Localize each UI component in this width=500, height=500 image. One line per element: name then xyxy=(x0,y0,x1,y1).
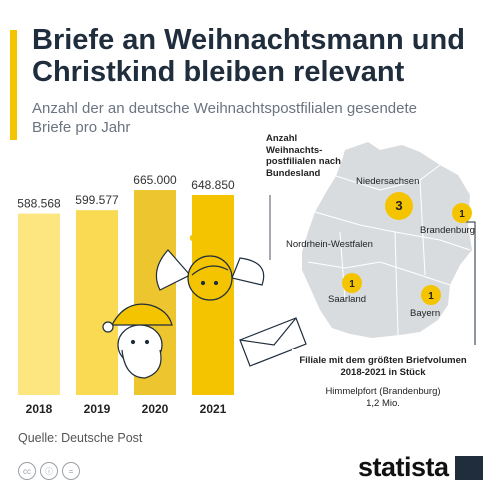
map-marker-saarland xyxy=(421,285,441,305)
map-label-brandenburg: Brandenburg xyxy=(420,225,475,236)
equals-icon: = xyxy=(62,462,80,480)
state-border xyxy=(335,164,441,191)
map-count-nordrhein-westfalen: 1 xyxy=(349,279,355,290)
envelope-icon xyxy=(239,317,307,367)
santa-illustration xyxy=(102,303,173,379)
info-box-volume: 1,2 Mio. xyxy=(366,398,400,409)
map-count-brandenburg: 1 xyxy=(459,209,465,220)
info-box-location: Himmelpfort (Brandenburg) xyxy=(325,386,441,397)
brand-name: statista xyxy=(358,452,449,482)
info-box: Filiale mit dem größten Briefvolumen 201… xyxy=(292,349,474,409)
category-label-2019: 2019 xyxy=(84,402,111,416)
map-label-saarland: Saarland xyxy=(328,294,367,305)
cc-icon: cc xyxy=(18,462,36,480)
map-count-saarland: 1 xyxy=(428,291,434,302)
map-label-nordrhein-westfalen: Nordrhein-Westfalen xyxy=(286,239,373,250)
state-border xyxy=(394,231,399,336)
statista-mark-icon xyxy=(454,455,483,480)
angel-illustration xyxy=(155,231,265,301)
state-border xyxy=(419,179,426,276)
bar-2019 xyxy=(76,210,118,395)
map-label-niedersachsen: Niedersachsen xyxy=(356,176,420,187)
value-label-2021: 648.850 xyxy=(191,178,235,192)
bar-2018 xyxy=(18,213,60,395)
category-label-2020: 2020 xyxy=(142,402,169,416)
page-subtitle: Anzahl der an deutsche Weihnachtspostfil… xyxy=(32,100,417,136)
state-border xyxy=(307,261,451,286)
value-label-2020: 665.000 xyxy=(133,173,177,187)
license-icons: cc ⓘ = xyxy=(18,462,80,480)
source-note: Quelle: Deutsche Post xyxy=(18,431,143,445)
map-label-bayern: Bayern xyxy=(410,308,441,319)
title-accent-bar xyxy=(10,30,17,140)
map-marker-niedersachsen xyxy=(385,192,413,220)
value-label-2018: 588.568 xyxy=(17,197,61,211)
map-marker-brandenburg xyxy=(452,203,472,223)
category-label-2021: 2021 xyxy=(200,402,227,416)
map-title: Anzahl Weihnachts-postfilialen nach Bund… xyxy=(266,133,341,179)
map-count-niedersachsen: 3 xyxy=(395,198,402,213)
page-title: Briefe an Weihnachtsmann und Christkind … xyxy=(32,24,465,88)
statista-logo: statista xyxy=(358,452,483,483)
category-label-2018: 2018 xyxy=(26,402,53,416)
person-icon: ⓘ xyxy=(40,462,58,480)
info-box-heading: Filiale mit dem größten Briefvolumen 201… xyxy=(299,355,467,378)
value-label-2019: 599.577 xyxy=(75,193,119,207)
map-marker-nordrhein-westfalen xyxy=(342,273,362,293)
